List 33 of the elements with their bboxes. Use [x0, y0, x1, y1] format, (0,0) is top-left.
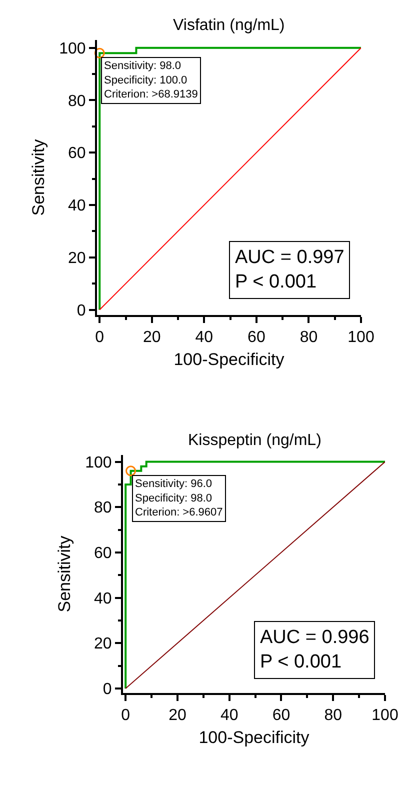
y-tick-label: 20 — [68, 250, 86, 267]
annotation: AUC = 0.996 P < 0.001 — [260, 627, 370, 673]
y-tick-label: 40 — [68, 198, 86, 215]
x-tick-label: 0 — [121, 707, 130, 724]
x-tick-label: 40 — [220, 707, 238, 724]
x-tick-label: 20 — [142, 329, 161, 346]
y-tick-label: 100 — [59, 40, 86, 58]
x-axis-title: 100-Specificity — [198, 728, 310, 748]
x-tick-label: 100 — [348, 329, 374, 346]
annotation: AUC = 0.997 P < 0.001 — [235, 247, 344, 293]
y-tick-label: 60 — [68, 145, 86, 162]
x-tick-label: 40 — [195, 329, 214, 346]
annotation: Sensitivity: 98.0 Specificity: 100.0 Criterion: >68.9139 — [104, 60, 198, 101]
x-tick-label: 80 — [300, 329, 318, 346]
y-tick-label: 80 — [68, 92, 86, 110]
y-tick-label: 100 — [85, 454, 112, 472]
y-axis-title: Sensitivity — [29, 138, 48, 216]
chart-title: Visfatin (ng/mL) — [173, 17, 285, 34]
x-tick-label: 100 — [372, 707, 398, 724]
x-tick-label: 80 — [324, 707, 342, 724]
x-tick-label: 20 — [168, 707, 186, 724]
y-tick-label: 0 — [76, 302, 86, 320]
x-axis-title: 100-Specificity — [174, 350, 285, 370]
y-tick-label: 60 — [94, 545, 112, 562]
chart-title: Kisspeptin (ng/mL) — [188, 432, 322, 449]
y-tick-label: 40 — [94, 590, 112, 608]
y-axis-title: Sensitivity — [55, 535, 74, 612]
y-tick-label: 20 — [94, 636, 112, 653]
x-tick-label: 60 — [248, 329, 266, 346]
y-tick-label: 80 — [94, 500, 112, 517]
x-tick-label: 60 — [272, 707, 290, 724]
annotation: Sensitivity: 96.0 Specificity: 98.0 Criterion: >6.9607 — [135, 478, 223, 519]
y-tick-label: 0 — [102, 681, 112, 698]
